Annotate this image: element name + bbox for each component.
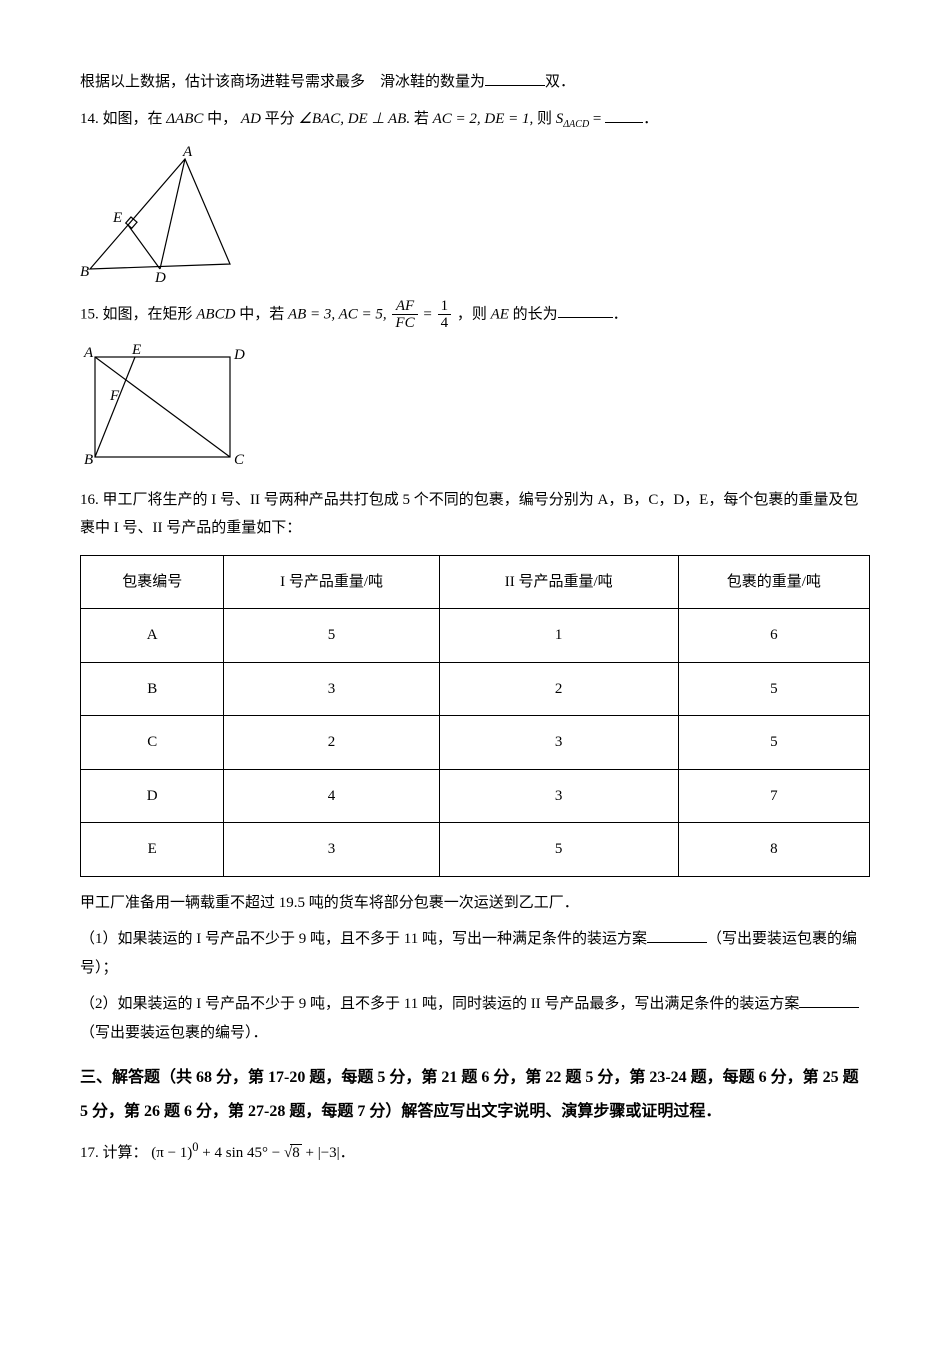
q15-frac2-num: 1 [438, 298, 452, 316]
q13-blank[interactable] [485, 70, 545, 86]
q16-sub1-blank[interactable] [647, 927, 707, 943]
fig14-label-d: D [154, 270, 166, 284]
q15-prefix: 15. 如图，在矩形 [80, 306, 196, 322]
q15-mid2: ，则 [453, 306, 491, 322]
q13-text-b: 双． [545, 74, 575, 90]
table-cell: 3 [439, 769, 678, 823]
q14-prefix: 14. 如图，在 [80, 111, 166, 127]
fig15-label-d: D [233, 347, 245, 363]
table-cell: 1 [439, 609, 678, 663]
table-cell: 3 [224, 823, 439, 877]
q13-text-a: 根据以上数据，估计该商场进鞋号需求最多 滑冰鞋的数量为 [80, 74, 485, 90]
q14-angle: ∠BAC, DE ⊥ AB. [298, 111, 410, 127]
q15-mid3: 的长为 [509, 306, 558, 322]
fig15-label-f: F [109, 388, 120, 404]
table-cell: D [81, 769, 224, 823]
q17-abs: |−3| [318, 1145, 340, 1161]
table-row: E358 [81, 823, 870, 877]
q15-blank[interactable] [558, 302, 613, 318]
table-header-row: 包裹编号 I 号产品重量/吨 II 号产品重量/吨 包裹的重量/吨 [81, 555, 870, 609]
q17-sqrt-val: 8 [290, 1144, 302, 1161]
q16-intro: 16. 甲工厂将生产的 I 号、II 号两种产品共打包成 5 个不同的包裹，编号… [80, 486, 870, 543]
fig14-label-b: B [80, 264, 89, 280]
q15-eq: = [420, 306, 436, 322]
table-cell: 2 [439, 662, 678, 716]
table-cell: 3 [224, 662, 439, 716]
table-cell: 5 [678, 716, 869, 770]
q14-period: ． [643, 111, 658, 127]
q15-frac1-den: FC [392, 315, 417, 332]
q17-expr: (π − 1)0 + 4 sin 45° − √8 + |−3| [151, 1145, 339, 1161]
table-cell: 8 [678, 823, 869, 877]
q17-line: 17. 计算： (π − 1)0 + 4 sin 45° − √8 + |−3|… [80, 1136, 870, 1168]
q14-figure: A B D E [80, 144, 250, 284]
table-row: B325 [81, 662, 870, 716]
q15-abcd: ABCD [196, 306, 235, 322]
table-cell: A [81, 609, 224, 663]
q16-sub2a: （2）如果装运的 I 号产品不少于 9 吨，且不多于 11 吨，同时装运的 II… [80, 996, 799, 1012]
q16-sub1: （1）如果装运的 I 号产品不少于 9 吨，且不多于 11 吨，写出一种满足条件… [80, 925, 870, 982]
q14-mid1: 中， [203, 111, 237, 127]
q17-b: + 4 sin 45° − [199, 1145, 284, 1161]
table-row: A516 [81, 609, 870, 663]
q15-frac1-num: AF [392, 298, 417, 316]
q14-line: 14. 如图，在 ΔABC 中， AD 平分 ∠BAC, DE ⊥ AB. 若 … [80, 105, 870, 134]
th-2: II 号产品重量/吨 [439, 555, 678, 609]
q16-sub1a: （1）如果装运的 I 号产品不少于 9 吨，且不多于 11 吨，写出一种满足条件… [80, 931, 647, 947]
th-0: 包裹编号 [81, 555, 224, 609]
q14-blank[interactable] [605, 107, 643, 123]
q15-ae: AE [491, 306, 509, 322]
fig14-label-e: E [112, 210, 122, 226]
q15-figure: A D B C E F [80, 342, 250, 472]
q14-mid3: 若 [410, 111, 433, 127]
q16-sub2-blank[interactable] [799, 992, 859, 1008]
table-row: C235 [81, 716, 870, 770]
fig14-label-a: A [182, 144, 193, 160]
q15-ab: AB = 3, AC = 5, [288, 306, 387, 322]
q17-c: + [302, 1145, 318, 1161]
q14-eq: = [589, 111, 605, 127]
q15-mid1: 中，若 [235, 306, 288, 322]
table-cell: C [81, 716, 224, 770]
table-cell: 2 [224, 716, 439, 770]
q14-sub: ΔACD [563, 119, 589, 130]
table-cell: B [81, 662, 224, 716]
q16-sub2b: （写出要装运包裹的编号）． [80, 1025, 268, 1041]
q17-a: (π − 1) [151, 1145, 192, 1161]
q13-line: 根据以上数据，估计该商场进鞋号需求最多 滑冰鞋的数量为 双． [80, 68, 870, 97]
q16-sub2: （2）如果装运的 I 号产品不少于 9 吨，且不多于 11 吨，同时装运的 II… [80, 990, 870, 1047]
table-cell: 5 [224, 609, 439, 663]
q15-frac1: AFFC [392, 298, 417, 332]
q14-ad: AD [237, 111, 265, 127]
q14-mid2: 平分 [265, 111, 299, 127]
q15-frac2: 14 [438, 298, 452, 332]
table-cell: 5 [678, 662, 869, 716]
fig15-label-b: B [84, 452, 93, 468]
table-row: D437 [81, 769, 870, 823]
q15-line: 15. 如图，在矩形 ABCD 中，若 AB = 3, AC = 5, AFFC… [80, 298, 870, 332]
q14-mid4: 则 [533, 111, 556, 127]
fig15-label-e: E [131, 342, 141, 358]
q15-frac2-den: 4 [438, 315, 452, 332]
q16-line2: 甲工厂准备用一辆载重不超过 19.5 吨的货车将部分包裹一次运送到乙工厂． [80, 889, 870, 918]
q17-period: ． [340, 1145, 355, 1161]
fig15-label-a: A [83, 345, 94, 361]
section-3-header: 三、解答题（共 68 分，第 17-20 题，每题 5 分，第 21 题 6 分… [80, 1061, 870, 1128]
table-cell: 3 [439, 716, 678, 770]
q14-ac: AC = 2, DE = 1, [433, 111, 534, 127]
table-cell: 5 [439, 823, 678, 877]
q14-tri: ΔABC [166, 111, 203, 127]
table-cell: 6 [678, 609, 869, 663]
th-1: I 号产品重量/吨 [224, 555, 439, 609]
q16-table: 包裹编号 I 号产品重量/吨 II 号产品重量/吨 包裹的重量/吨 A516B3… [80, 555, 870, 877]
q17-prefix: 17. 计算： [80, 1145, 148, 1161]
table-cell: E [81, 823, 224, 877]
table-cell: 4 [224, 769, 439, 823]
th-3: 包裹的重量/吨 [678, 555, 869, 609]
q15-period: ． [613, 306, 628, 322]
fig15-label-c: C [234, 452, 245, 468]
table-cell: 7 [678, 769, 869, 823]
